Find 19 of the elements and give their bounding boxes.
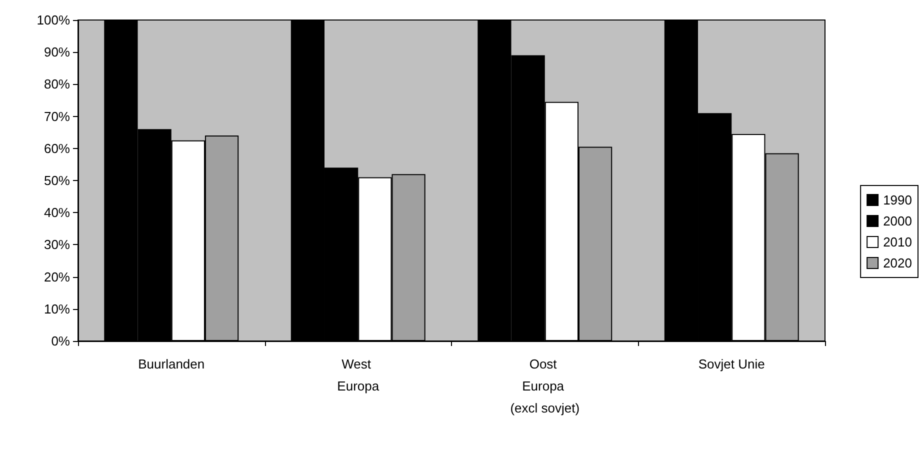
- y-tick-label: 10%: [44, 301, 70, 316]
- x-tick-label: Buurlanden: [138, 356, 205, 372]
- x-tick-label: West Europa: [337, 356, 380, 394]
- y-tick-label: 20%: [44, 269, 70, 284]
- y-tick-label: 30%: [44, 237, 70, 252]
- x-tick-label: Oost Europa (excl sovjet): [510, 356, 580, 416]
- legend-label: 2010: [883, 234, 912, 250]
- y-tick-label: 0%: [51, 334, 70, 348]
- x-tick-label: Sovjet Unie: [698, 356, 765, 372]
- y-tick-label: 100%: [36, 12, 70, 28]
- y-tick-label: 80%: [44, 76, 70, 92]
- y-tick-label: 40%: [44, 205, 70, 220]
- y-tick-label: 70%: [44, 108, 70, 124]
- legend-label: 1990: [883, 192, 912, 208]
- y-tick-label: 90%: [44, 44, 70, 60]
- legend-label: 2000: [883, 214, 912, 228]
- y-tick-label: 50%: [44, 173, 70, 188]
- legend-label: 2020: [883, 256, 912, 270]
- y-tick-label: 60%: [44, 140, 70, 156]
